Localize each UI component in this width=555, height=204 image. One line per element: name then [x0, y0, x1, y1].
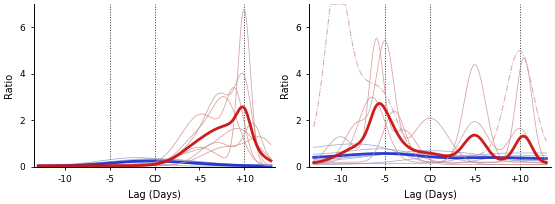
X-axis label: Lag (Days): Lag (Days)	[128, 190, 181, 200]
Y-axis label: Ratio: Ratio	[280, 73, 290, 98]
X-axis label: Lag (Days): Lag (Days)	[403, 190, 456, 200]
Y-axis label: Ratio: Ratio	[4, 73, 14, 98]
